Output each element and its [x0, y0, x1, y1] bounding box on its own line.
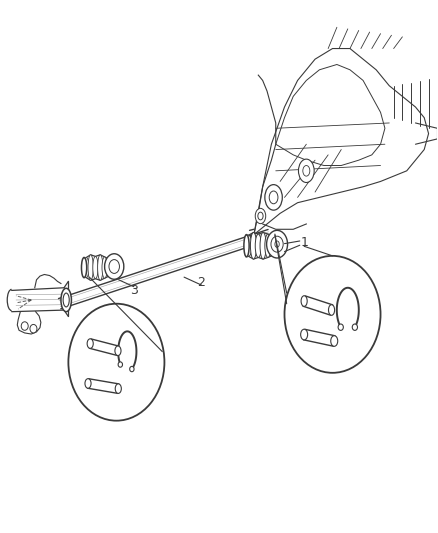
- Ellipse shape: [272, 236, 277, 256]
- Ellipse shape: [105, 254, 124, 279]
- Text: 2: 2: [198, 276, 205, 289]
- Ellipse shape: [328, 305, 335, 316]
- Ellipse shape: [301, 296, 307, 306]
- Ellipse shape: [130, 366, 134, 372]
- Ellipse shape: [88, 255, 93, 280]
- Ellipse shape: [338, 324, 343, 330]
- Ellipse shape: [275, 241, 279, 247]
- Ellipse shape: [269, 191, 278, 204]
- Ellipse shape: [271, 236, 283, 252]
- Ellipse shape: [260, 232, 266, 259]
- Ellipse shape: [108, 259, 113, 277]
- Ellipse shape: [246, 235, 252, 256]
- Ellipse shape: [255, 208, 266, 224]
- Ellipse shape: [255, 234, 261, 257]
- Ellipse shape: [270, 236, 276, 255]
- Ellipse shape: [84, 257, 89, 278]
- Ellipse shape: [267, 230, 288, 258]
- Ellipse shape: [244, 235, 249, 257]
- Ellipse shape: [87, 339, 93, 349]
- Ellipse shape: [265, 184, 283, 210]
- Text: 3: 3: [130, 284, 138, 297]
- Ellipse shape: [303, 165, 310, 176]
- Ellipse shape: [21, 322, 28, 330]
- Text: 1: 1: [300, 236, 308, 249]
- Ellipse shape: [300, 329, 307, 340]
- Ellipse shape: [265, 234, 271, 257]
- Ellipse shape: [258, 212, 263, 220]
- Ellipse shape: [352, 324, 357, 330]
- Ellipse shape: [115, 384, 121, 393]
- Ellipse shape: [81, 257, 87, 278]
- Ellipse shape: [61, 288, 71, 312]
- Ellipse shape: [118, 362, 123, 367]
- Ellipse shape: [93, 256, 98, 279]
- Ellipse shape: [98, 255, 103, 280]
- Ellipse shape: [30, 325, 37, 333]
- Ellipse shape: [102, 257, 107, 278]
- Ellipse shape: [115, 346, 121, 356]
- Ellipse shape: [85, 378, 91, 388]
- Ellipse shape: [251, 232, 257, 259]
- Ellipse shape: [106, 259, 112, 276]
- Ellipse shape: [331, 336, 338, 346]
- Ellipse shape: [298, 159, 314, 182]
- Ellipse shape: [63, 293, 69, 307]
- Ellipse shape: [109, 260, 120, 273]
